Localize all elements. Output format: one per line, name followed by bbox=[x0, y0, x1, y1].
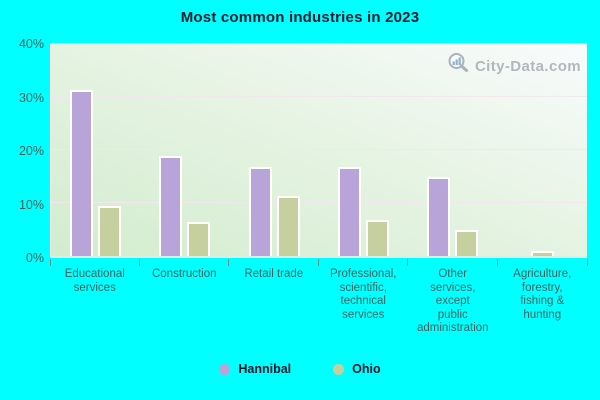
plot-area: City-Data.com bbox=[50, 43, 587, 258]
bar-ohio-0 bbox=[98, 206, 122, 256]
legend-item-hannibal: Hannibal bbox=[219, 362, 291, 376]
y-tick-label-20%: 20% bbox=[18, 144, 44, 158]
bar-hannibal-3 bbox=[338, 166, 362, 256]
bar-hannibal-0 bbox=[70, 89, 94, 256]
watermark-text: City-Data.com bbox=[474, 57, 581, 75]
category-label-5: Agriculture, forestry, fishing & hunting bbox=[513, 268, 572, 321]
bar-hannibal-1 bbox=[159, 155, 183, 256]
bar-group-5 bbox=[498, 44, 587, 256]
y-tick-label-10%: 10% bbox=[18, 197, 44, 212]
bar-ohio-2 bbox=[276, 195, 300, 256]
legend-dot-ohio bbox=[333, 363, 345, 375]
category-label-1: Construction bbox=[151, 268, 217, 280]
x-tick-0 bbox=[49, 259, 51, 266]
bar-ohio-3 bbox=[366, 219, 390, 256]
bar-group-4 bbox=[408, 44, 497, 256]
category-label-0: Educational services bbox=[64, 268, 125, 294]
y-tick-label-0%: 0% bbox=[25, 251, 44, 265]
bar-group-1 bbox=[140, 44, 229, 256]
legend: Hannibal Ohio bbox=[0, 362, 600, 376]
bar-hannibal-2 bbox=[248, 166, 272, 256]
bar-group-0 bbox=[51, 44, 140, 256]
bar-ohio-1 bbox=[187, 222, 211, 256]
y-axis-labels: 0% 10% 20% 30% 40% bbox=[0, 37, 44, 265]
gridline-20 bbox=[51, 149, 587, 150]
category-label-3: Professional, scientific, technical serv… bbox=[330, 268, 397, 321]
x-tick-2 bbox=[228, 259, 230, 266]
y-tick-label-40%: 40% bbox=[18, 37, 44, 51]
bar-group-3 bbox=[319, 44, 408, 256]
chart-title: Most common industries in 2023 bbox=[180, 9, 420, 26]
x-axis-ticks bbox=[49, 259, 588, 267]
bar-hannibal-4 bbox=[427, 177, 451, 256]
magnifier-chart-icon bbox=[447, 52, 470, 80]
gridline-10 bbox=[51, 202, 587, 203]
gridline-30 bbox=[51, 96, 587, 97]
gridline-40 bbox=[51, 43, 587, 44]
x-tick-1 bbox=[138, 259, 140, 266]
bar-groups bbox=[51, 44, 587, 256]
bar-ohio-4 bbox=[455, 230, 479, 256]
legend-label-hannibal: Hannibal bbox=[238, 362, 292, 376]
category-label-4: Other services, except public administra… bbox=[416, 268, 489, 334]
x-tick-5 bbox=[497, 259, 498, 266]
y-tick-label-30%: 30% bbox=[18, 90, 44, 105]
x-tick-6 bbox=[586, 259, 588, 266]
legend-dot-hannibal bbox=[219, 363, 231, 375]
bar-ohio-5 bbox=[530, 251, 554, 256]
bar-group-2 bbox=[230, 44, 319, 256]
category-labels: Educational services Construction Retail t… bbox=[50, 268, 587, 336]
x-tick-4 bbox=[407, 259, 409, 266]
legend-label-ohio: Ohio bbox=[352, 362, 381, 376]
category-label-2: Retail trade bbox=[244, 268, 304, 280]
x-tick-3 bbox=[318, 259, 319, 266]
watermark: City-Data.com bbox=[447, 52, 581, 80]
legend-item-ohio: Ohio bbox=[333, 362, 381, 376]
